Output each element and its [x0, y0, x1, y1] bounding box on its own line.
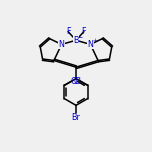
Text: N: N	[88, 40, 93, 49]
Text: Cl: Cl	[73, 76, 81, 86]
Text: F: F	[66, 27, 70, 36]
Text: F: F	[82, 27, 86, 36]
Text: B: B	[73, 36, 79, 45]
Text: Cl: Cl	[71, 76, 79, 86]
Text: N: N	[59, 40, 64, 49]
Text: Br: Br	[72, 113, 80, 122]
Text: +: +	[93, 38, 98, 43]
Text: −: −	[77, 34, 82, 39]
